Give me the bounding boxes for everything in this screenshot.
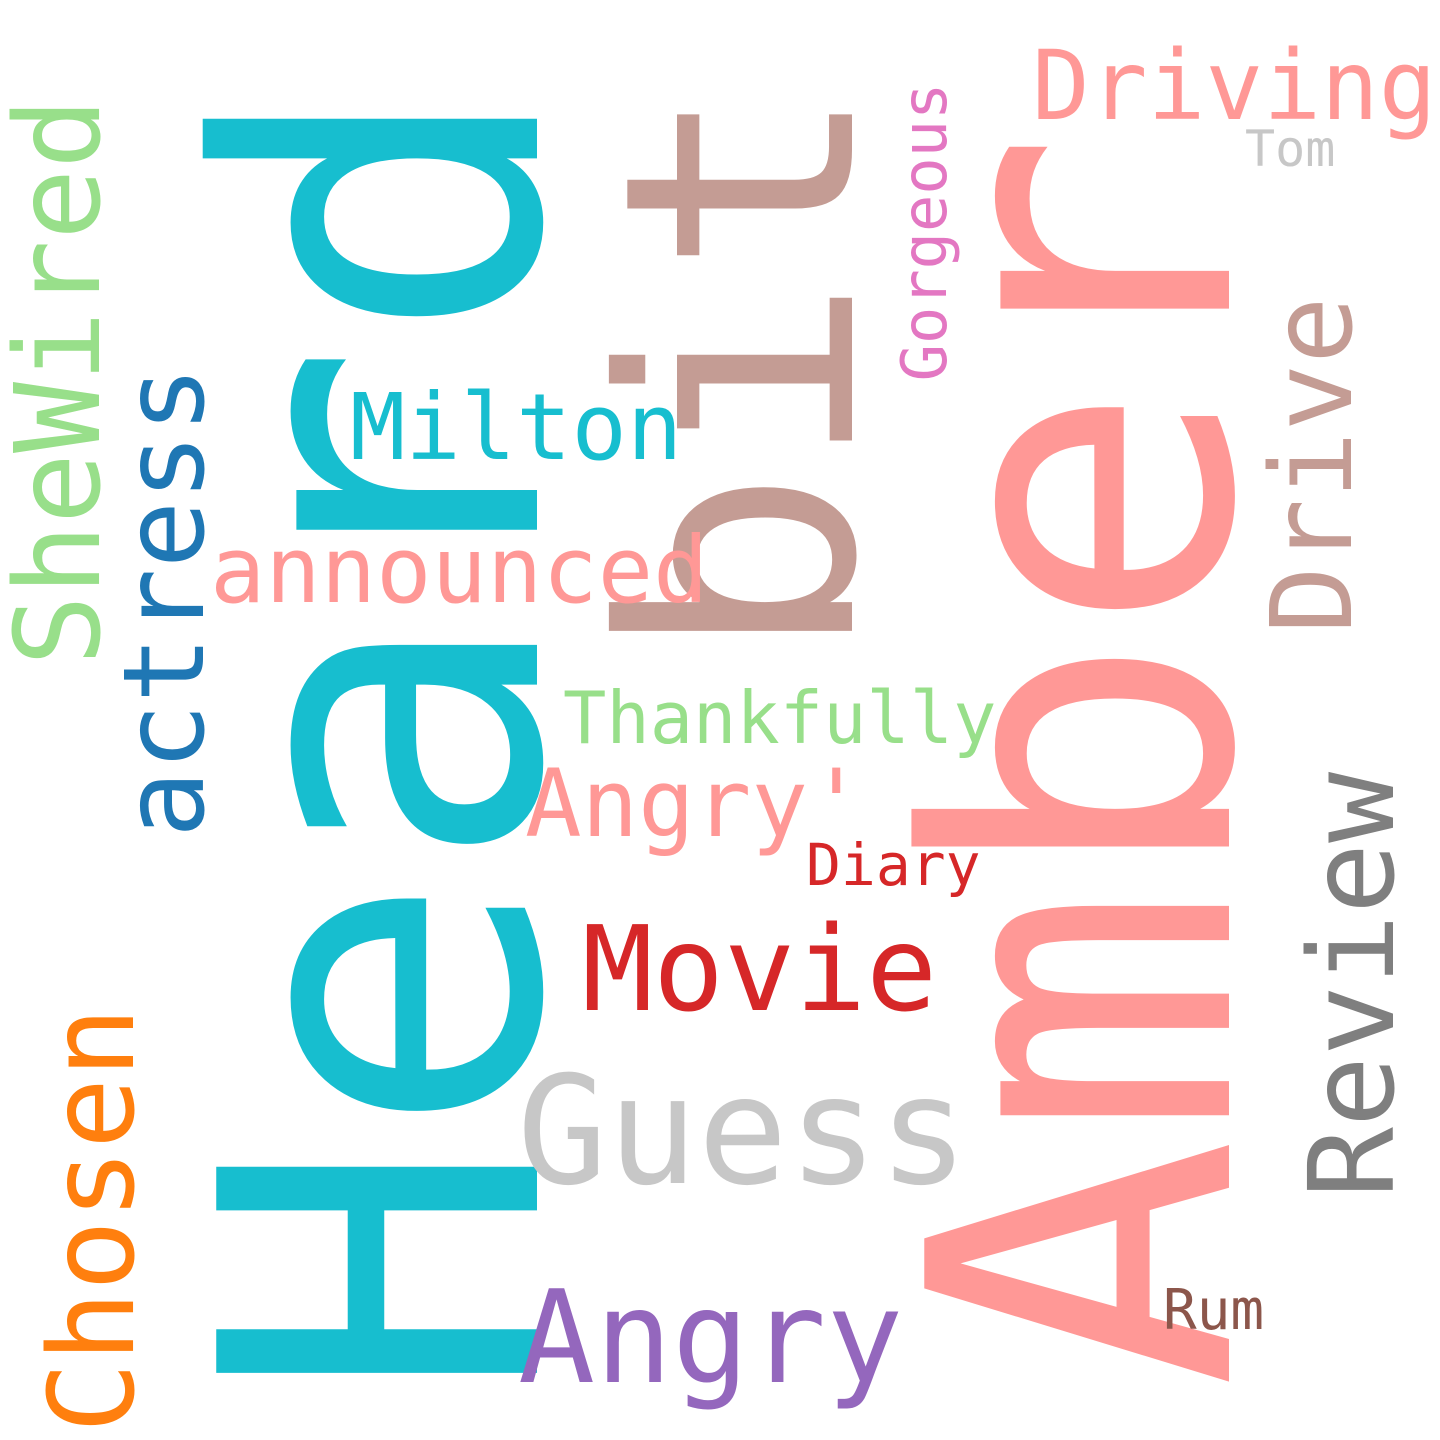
word-actress: actress (100, 365, 230, 839)
word-review: Review (1283, 771, 1421, 1199)
word-guess: Guess (517, 1045, 969, 1219)
word-drive: Drive (1248, 296, 1378, 634)
word-movie: Movie (582, 900, 938, 1038)
word-driving: Driving (1032, 30, 1437, 142)
word-announced: announced (210, 517, 709, 624)
word-gorgeous: Gorgeous (888, 82, 961, 382)
word-diary: Diary (806, 831, 981, 899)
word-thankfully: Thankfully (563, 676, 997, 760)
word-angry: Angry (518, 1264, 904, 1413)
word-rum: Rum (1163, 1278, 1265, 1343)
word-milton: Milton (350, 374, 683, 481)
word-angry-quote: Angry' (525, 750, 865, 859)
word-chosen: Chosen (23, 1006, 161, 1434)
word-tom: Tom (1245, 120, 1336, 178)
